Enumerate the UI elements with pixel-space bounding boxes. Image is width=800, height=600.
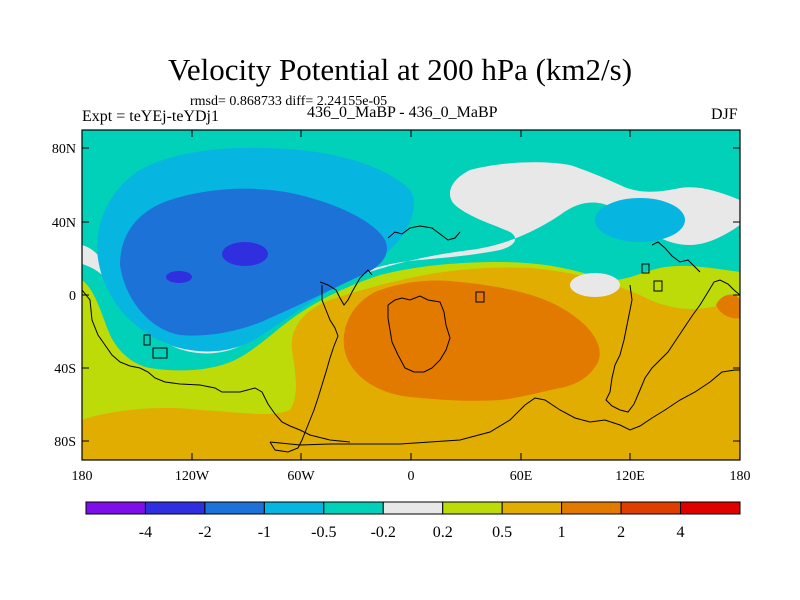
chart-title: Velocity Potential at 200 hPa (km2/s) xyxy=(167,52,633,87)
colorbar-level-label: -0.5 xyxy=(311,524,336,541)
colorbar: -4 -2 -1 -0.5 -0.2 0.2 0.5 1 2 4 xyxy=(85,501,741,541)
colorbar-swatch xyxy=(561,501,622,515)
colorbar-level-label: 2 xyxy=(617,524,625,541)
colorbar-swatch xyxy=(680,501,741,515)
coastline-south-america xyxy=(269,285,339,453)
ytick-label: 80N xyxy=(52,142,76,157)
colorbar-swatch xyxy=(144,501,206,515)
coastline-island-d xyxy=(641,263,650,274)
x-tick-labels: 180 120W 60W 0 60E 120E 180 xyxy=(72,469,751,484)
ytick-label: 80S xyxy=(54,435,76,450)
colorbar-level-label: 4 xyxy=(677,524,685,541)
coastline-island-b xyxy=(152,347,168,359)
xtick-label: 60W xyxy=(287,469,315,484)
y-tick-labels: 80N 40N 0 40S 80S xyxy=(52,142,76,450)
field-neg4-minor xyxy=(166,271,192,283)
colorbar-level-label: -4 xyxy=(139,524,152,541)
coastline-north-america xyxy=(387,225,461,241)
colorbar-swatch xyxy=(263,501,325,515)
ytick-label: 40S xyxy=(54,362,76,377)
field-neg1-east xyxy=(595,198,685,242)
run-comparison-label: 436_0_MaBP - 436_0_MaBP xyxy=(307,104,498,121)
colorbar-level-label: -0.2 xyxy=(371,524,396,541)
coastline-africa xyxy=(387,295,451,373)
xtick-label: 120E xyxy=(615,469,645,484)
coastline-asia xyxy=(605,279,740,413)
xtick-label: 60E xyxy=(510,469,533,484)
ytick-label: 40N xyxy=(52,216,76,231)
colorbar-swatch xyxy=(501,501,563,515)
coastline-antarctica xyxy=(269,369,740,446)
ytick-label: 0 xyxy=(69,289,76,304)
coastline-east-asia xyxy=(651,241,701,273)
contour-fields xyxy=(82,130,740,460)
colorbar-level-label: -1 xyxy=(258,524,271,541)
field-neg4-major xyxy=(222,242,268,266)
coastline-central-america xyxy=(319,269,373,306)
tick-marks xyxy=(82,130,740,460)
colorbar-swatch xyxy=(620,501,682,515)
season-label: DJF xyxy=(711,106,738,123)
colorbar-level-label: 0.5 xyxy=(492,524,512,541)
colorbar-swatch xyxy=(382,501,444,515)
coastline-island-e xyxy=(653,280,663,292)
xtick-label: 120W xyxy=(175,469,210,484)
coastline-island-c xyxy=(475,291,485,303)
colorbar-level-label: 0.2 xyxy=(433,524,453,541)
field-pos1-east xyxy=(716,294,740,319)
rmsd-diff-stats: rmsd= 0.868733 diff= 2.24155e-05 xyxy=(190,94,388,109)
colorbar-level-label: 1 xyxy=(558,524,566,541)
colorbar-level-label: -2 xyxy=(198,524,211,541)
colorbar-swatch xyxy=(442,501,503,515)
colorbar-swatch xyxy=(204,501,265,515)
experiment-label: Expt = teYEj-teYDj1 xyxy=(82,108,219,125)
xtick-label: 180 xyxy=(730,469,751,484)
coastlines xyxy=(82,225,740,453)
colorbar-swatch xyxy=(323,501,384,515)
coastline-island-a xyxy=(143,334,151,346)
colorbar-swatch xyxy=(85,501,146,515)
xtick-label: 180 xyxy=(72,469,93,484)
xtick-label: 0 xyxy=(408,469,415,484)
field-zero-bubble xyxy=(570,273,620,297)
coastline-west-pacific xyxy=(82,289,351,443)
field-pos1 xyxy=(343,280,600,401)
